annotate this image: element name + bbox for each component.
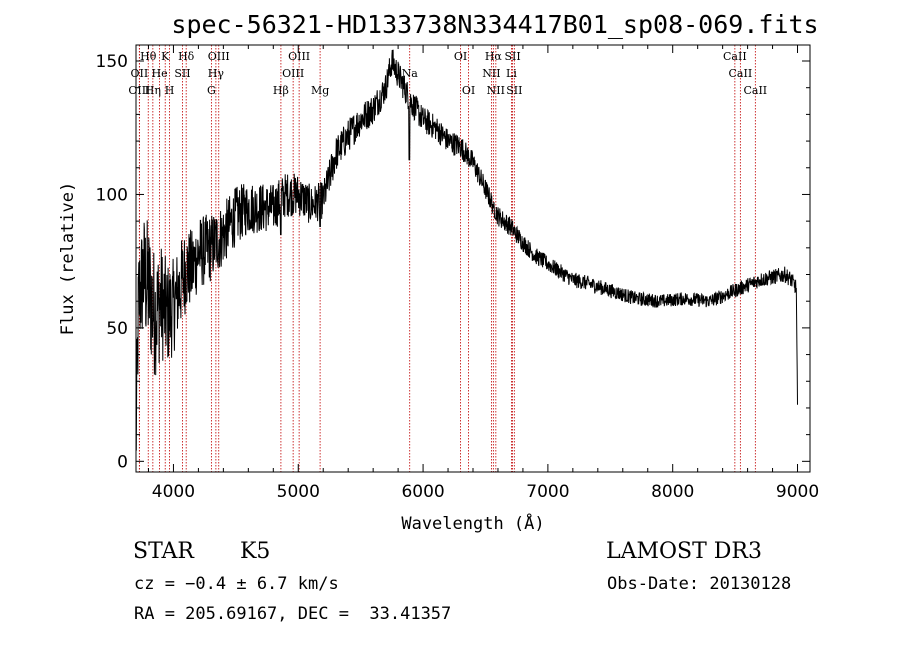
line-label: Li: [506, 67, 517, 80]
line-label: Hθ: [140, 50, 157, 63]
line-label: OIII: [128, 84, 150, 97]
redshift-text: cz = −0.4 ± 6.7 km/s: [134, 574, 339, 594]
line-label: OIII: [288, 50, 310, 63]
line-label: NII: [482, 67, 500, 80]
x-tick-label: 7000: [526, 482, 569, 502]
line-label: OI: [462, 84, 475, 97]
obs-date: Obs-Date: 20130128: [607, 574, 792, 594]
line-label: CaII: [729, 67, 753, 80]
y-tick-label: 50: [106, 319, 128, 339]
x-tick-label: 5000: [277, 482, 320, 502]
line-label: Hδ: [178, 50, 195, 63]
line-markers: [138, 45, 756, 472]
object-class: STAR: [133, 539, 194, 564]
line-label: K: [161, 50, 170, 63]
line-label: OIII: [282, 67, 304, 80]
line-label: CaII: [723, 50, 747, 63]
y-tick-label: 150: [96, 52, 128, 72]
y-tick-label: 0: [117, 452, 128, 472]
line-label: Hα: [485, 50, 503, 63]
line-label: Na: [402, 67, 419, 80]
line-label: G: [207, 84, 216, 97]
line-label: SII: [174, 67, 190, 80]
line-label: SII: [504, 50, 520, 63]
x-tick-label: 6000: [401, 482, 444, 502]
line-label: Hγ: [208, 67, 225, 80]
line-label: He: [152, 67, 168, 80]
spectrum-series: [135, 49, 798, 451]
y-tick-label: 100: [96, 185, 128, 205]
subclass: K5: [240, 539, 271, 564]
x-tick-label: 9000: [776, 482, 819, 502]
line-label: NII: [487, 84, 505, 97]
chart-title: spec-56321-HD133738N334417B01_sp08-069.f…: [171, 10, 819, 39]
x-tick-label: 8000: [651, 482, 694, 502]
line-label: CaII: [743, 84, 767, 97]
line-label: Hβ: [273, 84, 289, 97]
y-axis-label: Flux (relative): [58, 182, 78, 336]
line-label: OI: [454, 50, 467, 63]
coordinates: RA = 205.69167, DEC = 33.41357: [134, 604, 452, 624]
line-label: OII: [131, 67, 149, 80]
line-label: H: [165, 84, 175, 97]
x-tick-label: 4000: [152, 482, 195, 502]
line-label: OIII: [208, 50, 230, 63]
line-label: Mg: [311, 84, 329, 97]
plot-frame: [135, 44, 811, 473]
line-label: Hη: [145, 84, 161, 97]
survey-name: LAMOST DR3: [606, 539, 762, 564]
spectrum-line: [135, 49, 798, 451]
x-axis-label: Wavelength (Å): [401, 512, 544, 534]
line-label: SII: [506, 84, 522, 97]
axis-ticks: 4000 5000 6000 7000 8000 9000 0 50 100 150: [96, 45, 819, 502]
